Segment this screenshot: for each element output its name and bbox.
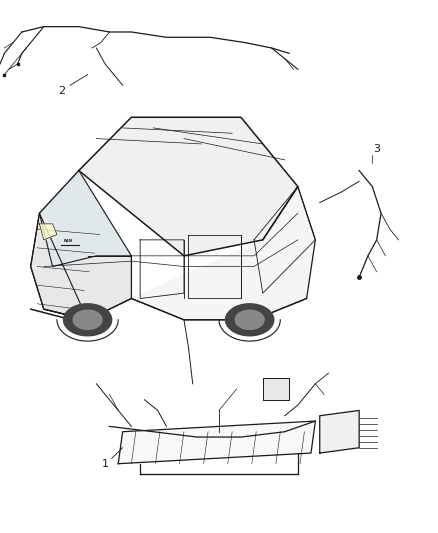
Polygon shape	[235, 310, 264, 329]
Polygon shape	[64, 304, 112, 336]
Polygon shape	[131, 187, 315, 320]
Text: RAM: RAM	[64, 238, 72, 243]
Polygon shape	[226, 304, 274, 336]
Polygon shape	[73, 310, 102, 329]
Polygon shape	[79, 117, 298, 256]
Polygon shape	[39, 224, 57, 240]
Polygon shape	[320, 410, 359, 453]
Polygon shape	[39, 171, 131, 266]
Text: 3: 3	[373, 144, 380, 154]
Text: 2: 2	[58, 86, 65, 95]
Polygon shape	[263, 378, 289, 400]
Polygon shape	[118, 421, 315, 464]
Polygon shape	[31, 171, 131, 320]
Text: 1: 1	[102, 459, 109, 469]
